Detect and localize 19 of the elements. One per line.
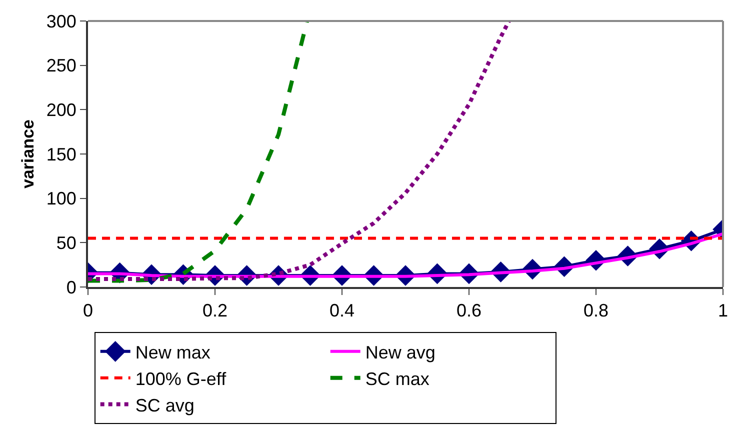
x-tick-label: 0 — [82, 300, 94, 321]
y-tick-label: 50 — [56, 232, 76, 253]
y-tick-label: 100 — [46, 188, 76, 209]
legend-label: 100% G-eff — [135, 368, 228, 389]
x-tick-label: 1 — [718, 300, 728, 321]
legend-label: SC max — [365, 368, 430, 389]
y-tick-label: 150 — [46, 144, 76, 164]
x-tick-label: 0.6 — [456, 300, 482, 321]
y-tick-label: 250 — [46, 56, 76, 76]
y-tick-label: 300 — [46, 11, 76, 32]
y-tick-label: 200 — [46, 100, 76, 120]
y-axis-title: variance — [18, 120, 38, 188]
x-tick-label: 0.2 — [202, 300, 228, 321]
legend-label: New max — [135, 342, 210, 362]
y-tick-label: 0 — [66, 277, 76, 298]
x-tick-label: 0.4 — [329, 300, 355, 321]
x-tick-label: 0.8 — [583, 300, 609, 321]
legend-label: SC avg — [135, 395, 194, 416]
legend-label: New avg — [365, 342, 436, 362]
